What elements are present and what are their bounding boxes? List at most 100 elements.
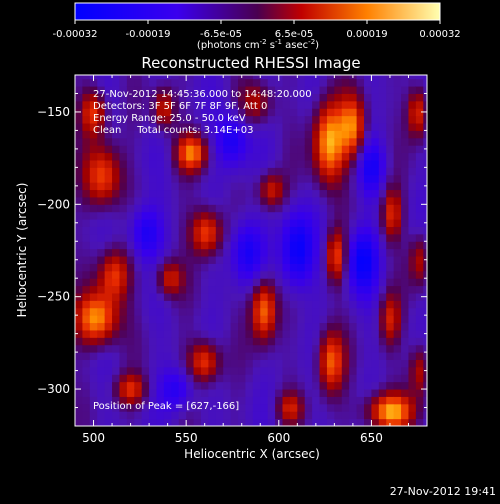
- heatmap-cell: [326, 322, 335, 331]
- heatmap-cell: [393, 93, 402, 102]
- heatmap-cell: [319, 248, 328, 257]
- heatmap-cell: [326, 292, 335, 301]
- heatmap-cell: [408, 174, 417, 183]
- heatmap-cell: [112, 204, 120, 213]
- heatmap-cell: [312, 137, 321, 146]
- heatmap-cell: [208, 292, 217, 301]
- heatmap-cell: [252, 396, 261, 405]
- heatmap-cell: [97, 374, 106, 383]
- heatmap-cell: [408, 204, 417, 213]
- heatmap-cell: [260, 189, 269, 198]
- heatmap-cell: [97, 174, 106, 183]
- heatmap-cell: [156, 270, 165, 279]
- heatmap-cell: [89, 108, 98, 117]
- heatmap-cell: [178, 219, 187, 227]
- heatmap-cell: [89, 241, 98, 250]
- heatmap-cell: [415, 233, 424, 242]
- heatmap-cell: [356, 78, 365, 87]
- heatmap-cell: [245, 174, 254, 183]
- heatmap-cell: [97, 233, 106, 242]
- heatmap-cell: [260, 381, 269, 390]
- heatmap-cell: [312, 159, 321, 168]
- heatmap-cell: [252, 204, 261, 213]
- heatmap-cell: [304, 130, 313, 139]
- heatmap-cell: [156, 411, 165, 420]
- heatmap-cell: [171, 219, 180, 227]
- heatmap-cell: [223, 322, 232, 331]
- heatmap-cell: [408, 315, 417, 324]
- heatmap-cell: [371, 204, 380, 213]
- heatmap-cell: [126, 366, 135, 375]
- heatmap-cell: [215, 270, 224, 279]
- heatmap-cell: [386, 226, 395, 235]
- heatmap-cell: [238, 322, 246, 331]
- heatmap-cell: [334, 137, 343, 146]
- heatmap-cell: [215, 322, 224, 331]
- heatmap-cell: [356, 130, 365, 139]
- heatmap-cell: [112, 256, 120, 264]
- heatmap-cell: [97, 396, 106, 405]
- heatmap-cell: [238, 300, 246, 309]
- heatmap-cell: [319, 381, 328, 390]
- heatmap-cell: [82, 285, 91, 294]
- heatmap-cell: [200, 307, 209, 316]
- heatmap-cell: [275, 403, 283, 412]
- heatmap-cell: [230, 189, 239, 198]
- heatmap-cell: [304, 270, 313, 279]
- heatmap-cell: [119, 137, 128, 146]
- heatmap-cell: [386, 167, 395, 176]
- heatmap-cell: [200, 396, 209, 405]
- colorbar-tick-label: -0.00032: [53, 29, 98, 40]
- heatmap-cell: [341, 366, 350, 375]
- heatmap-cell: [408, 418, 417, 426]
- heatmap-cell: [267, 270, 276, 279]
- heatmap-cell: [297, 78, 306, 87]
- heatmap-cell: [260, 270, 269, 279]
- heatmap-cell: [134, 344, 143, 353]
- heatmap-cell: [415, 270, 424, 279]
- heatmap-cell: [97, 285, 106, 294]
- heatmap-cell: [252, 100, 261, 109]
- heatmap-cell: [245, 396, 254, 405]
- heatmap-cell: [171, 374, 180, 383]
- heatmap-cell: [304, 174, 313, 183]
- heatmap-cell: [334, 352, 343, 360]
- heatmap-cell: [401, 115, 409, 124]
- heatmap-cell: [319, 115, 328, 124]
- heatmap-cell: [386, 204, 395, 213]
- heatmap-cell: [252, 174, 261, 183]
- heatmap-cell: [200, 86, 209, 94]
- heatmap-cell: [112, 322, 120, 331]
- heatmap-cell: [282, 366, 291, 375]
- heatmap-cell: [349, 182, 358, 191]
- heatmap-cell: [156, 322, 165, 331]
- heatmap-cell: [178, 248, 187, 257]
- heatmap-cell: [378, 352, 387, 360]
- heatmap-cell: [97, 270, 106, 279]
- heatmap-cell: [364, 159, 372, 168]
- heatmap-cell: [304, 389, 313, 397]
- heatmap-cell: [230, 226, 239, 235]
- heatmap-cell: [282, 130, 291, 139]
- heatmap-cell: [260, 337, 269, 346]
- heatmap-cell: [371, 374, 380, 383]
- heatmap-cell: [104, 75, 113, 80]
- heatmap-cell: [75, 93, 83, 102]
- heatmap-cell: [378, 366, 387, 375]
- heatmap-cell: [349, 315, 358, 324]
- heatmap-cell: [245, 248, 254, 257]
- info-energy-range: Energy Range: 25.0 - 50.0 keV: [93, 113, 246, 124]
- heatmap-cell: [141, 189, 150, 198]
- heatmap-cell: [245, 130, 254, 139]
- heatmap-cell: [326, 344, 335, 353]
- heatmap-cell: [312, 263, 321, 272]
- heatmap-cell: [141, 307, 150, 316]
- heatmap-cell: [356, 241, 365, 250]
- heatmap-cell: [386, 189, 395, 198]
- heatmap-cell: [408, 241, 417, 250]
- heatmap-cell: [423, 196, 427, 205]
- heatmap-cell: [89, 123, 98, 131]
- heatmap-cell: [304, 418, 313, 426]
- heatmap-cell: [408, 359, 417, 368]
- heatmap-cell: [378, 307, 387, 316]
